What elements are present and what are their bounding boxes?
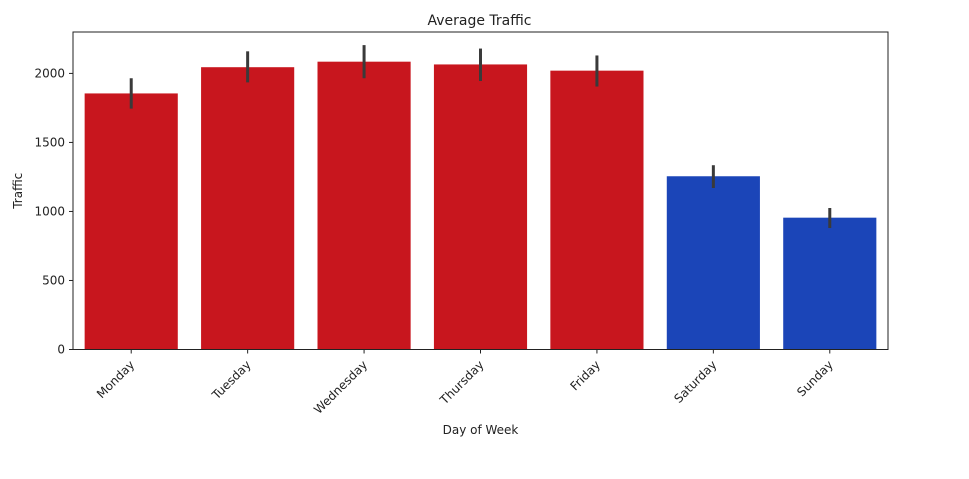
- error-bars-layer: [129, 45, 832, 229]
- bar-saturday: [666, 176, 760, 350]
- bar-thursday: [433, 64, 528, 350]
- chart-title: Average Traffic: [427, 13, 531, 29]
- x-axis-label: Day of Week: [443, 423, 519, 437]
- y-tick-label: 1000: [34, 204, 65, 218]
- bar-wednesday: [317, 61, 411, 350]
- bar-tuesday: [201, 67, 295, 350]
- y-tick-label: 0: [57, 343, 65, 357]
- y-tick-label: 1500: [34, 135, 65, 149]
- y-axis: 0 500 1000 1500 2000: [34, 66, 73, 357]
- bar-monday: [84, 93, 178, 350]
- bars-layer: [84, 61, 877, 350]
- y-tick-label: 500: [42, 273, 65, 287]
- bar-sunday: [783, 217, 877, 350]
- y-axis-label: Traffic: [11, 173, 25, 210]
- bar-friday: [550, 70, 644, 350]
- y-tick-label: 2000: [34, 66, 65, 80]
